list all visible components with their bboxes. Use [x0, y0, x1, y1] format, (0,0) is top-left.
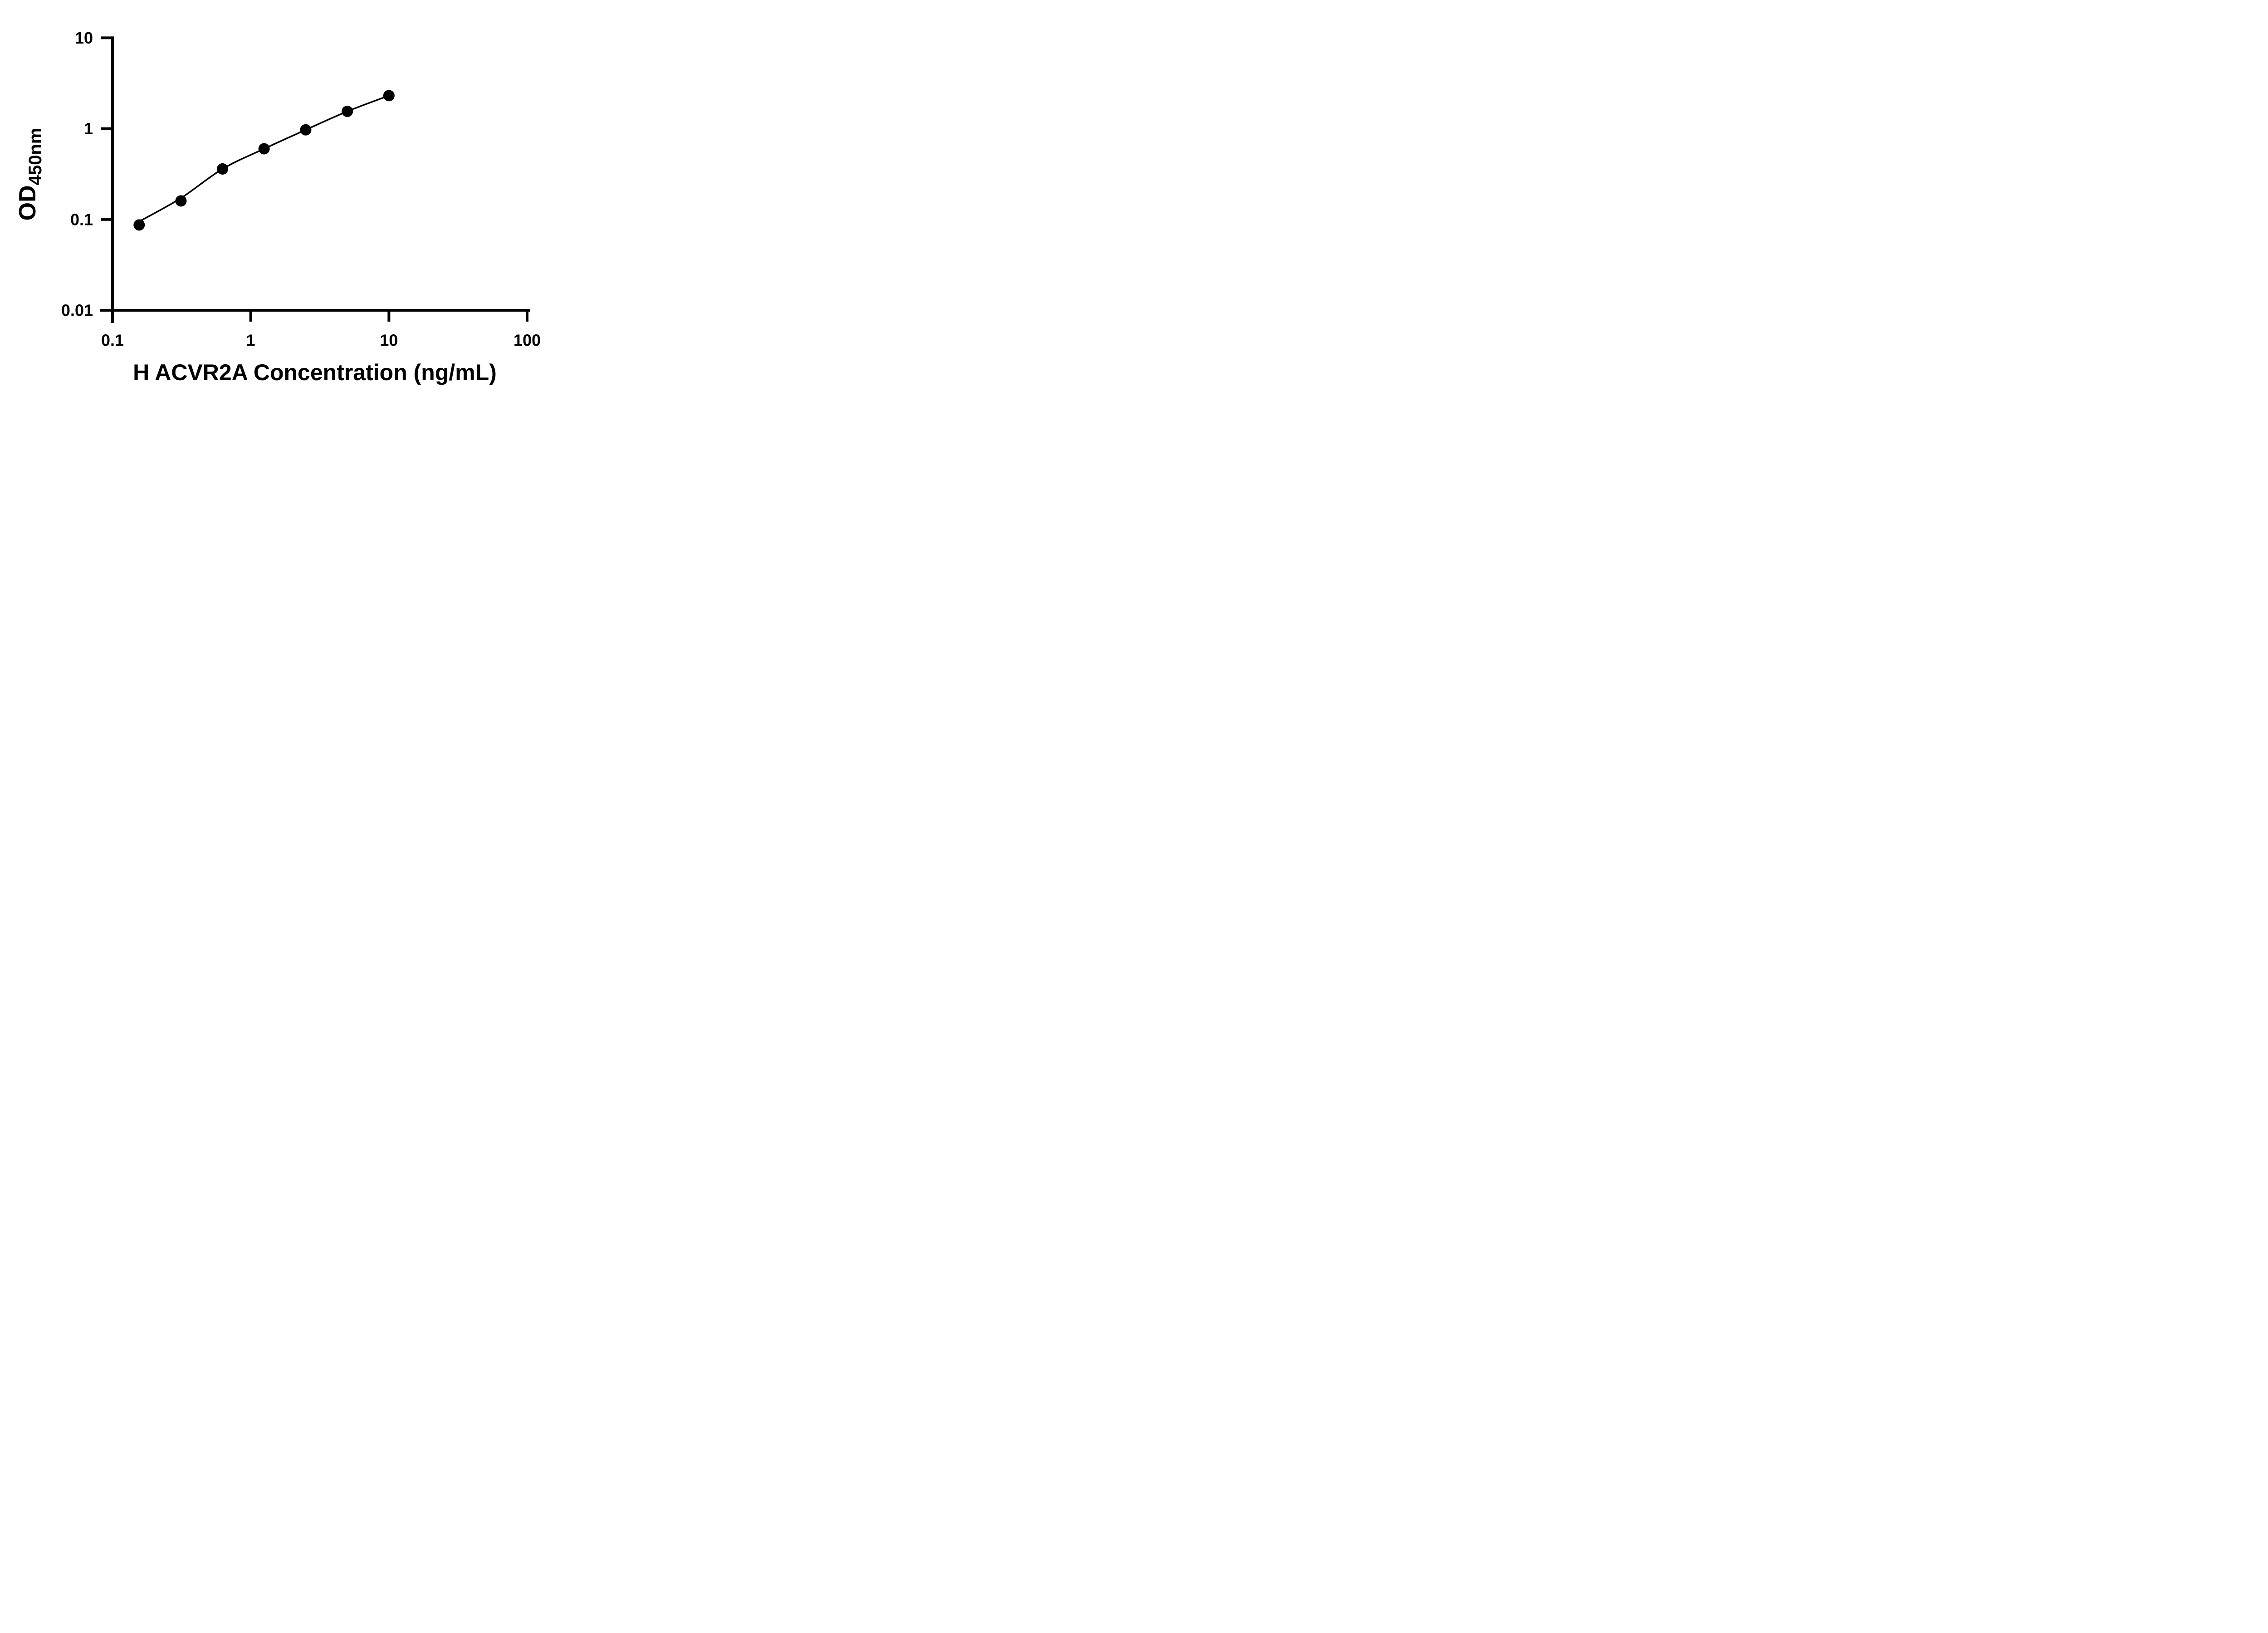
x-tick-label: 100 [513, 331, 541, 350]
chart-canvas: 0.1 1 10 100 0.01 0.1 1 10 H ACVR2A Concentrati… [15, 29, 541, 385]
x-tick-label: 10 [380, 331, 398, 350]
x-tick-label: 0.1 [101, 331, 124, 350]
data-point [217, 163, 228, 175]
y-axis-title: OD450nm [15, 128, 45, 221]
y-tick-label: 1 [84, 119, 93, 138]
y-axis-title-subscript: 450nm [25, 128, 45, 186]
y-axis-title-main: OD [15, 185, 41, 220]
data-point [175, 195, 187, 207]
x-tick-label: 1 [246, 331, 255, 350]
x-axis-title: H ACVR2A Concentration (ng/mL) [133, 360, 497, 385]
data-point [133, 219, 145, 231]
data-point [300, 124, 312, 136]
data-point [383, 90, 395, 102]
data-point [342, 106, 353, 117]
chart-generated-layer: 0.1 1 10 100 0.01 0.1 1 10 [61, 29, 541, 350]
y-tick-label: 0.1 [70, 210, 93, 229]
y-tick-label: 10 [75, 29, 93, 47]
data-point [258, 143, 270, 155]
elisa-standard-curve-figure: 0.1 1 10 100 0.01 0.1 1 10 H ACVR2A Concentrati… [0, 0, 583, 408]
y-tick-label: 0.01 [61, 301, 93, 320]
